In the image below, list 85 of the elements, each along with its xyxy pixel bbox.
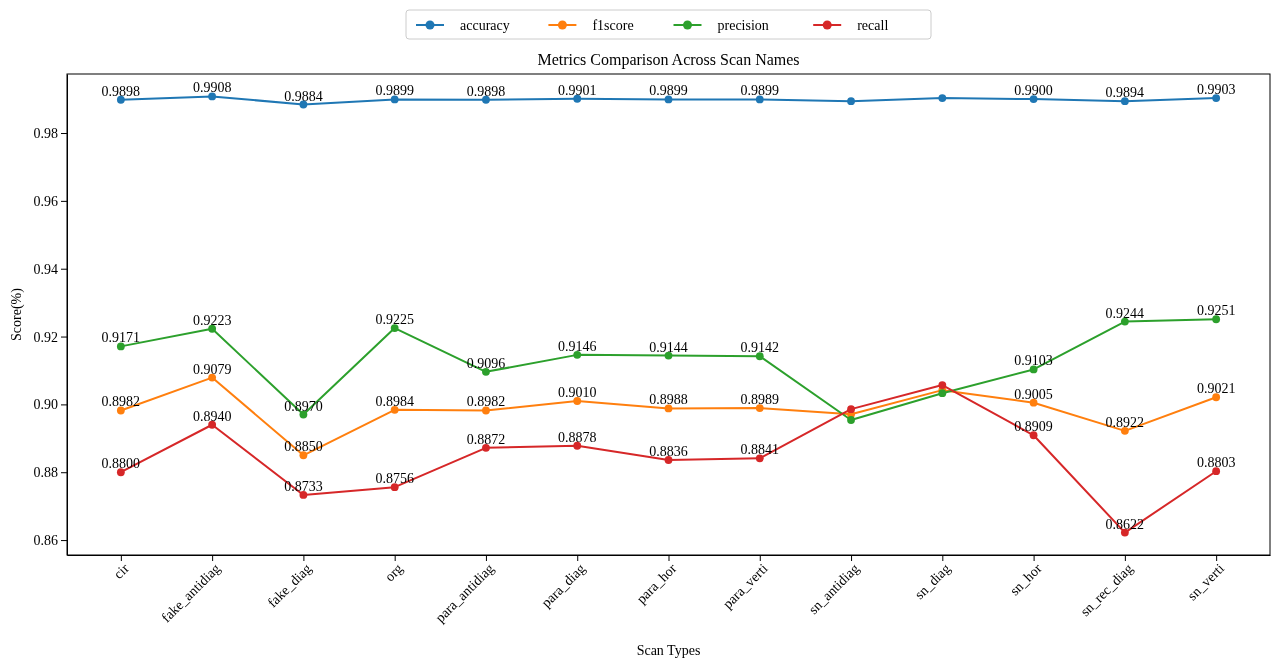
data-label: 0.9223 — [192, 312, 232, 328]
data-label: 0.8922 — [1105, 414, 1145, 430]
point — [116, 406, 125, 415]
point — [390, 483, 399, 492]
x-axis-title: Scan Types — [636, 643, 701, 658]
data-label: 0.8836 — [649, 444, 688, 460]
data-label: 0.8940 — [192, 408, 232, 424]
data-label: 0.8909 — [1014, 419, 1053, 435]
y-tick-label: 0.96 — [33, 193, 58, 209]
point — [755, 352, 764, 361]
point — [664, 404, 673, 413]
point — [116, 342, 125, 351]
point — [1029, 95, 1038, 103]
data-label: 0.9005 — [1014, 386, 1053, 402]
data-label: 0.9908 — [192, 80, 232, 96]
point — [755, 454, 764, 463]
point — [847, 97, 855, 106]
x-tick-label: cir — [110, 560, 133, 582]
data-label: 0.9079 — [192, 361, 232, 377]
point — [390, 95, 399, 104]
data-label: 0.8756 — [375, 471, 414, 487]
point — [755, 404, 764, 413]
point — [116, 468, 125, 477]
data-label: 0.9903 — [1196, 82, 1236, 98]
y-axis-title: Score(%) — [9, 287, 25, 341]
data-label: 0.9898 — [101, 83, 141, 99]
point — [1120, 97, 1129, 106]
chart-title: Metrics Comparison Across Scan Names — [537, 51, 800, 69]
data-label: 0.8800 — [101, 456, 141, 472]
y-tick-label: 0.90 — [33, 397, 58, 413]
y-tick-label: 0.88 — [33, 465, 58, 481]
point — [938, 94, 947, 102]
point — [1212, 315, 1221, 324]
legend-label: recall — [857, 18, 889, 33]
data-label: 0.9251 — [1196, 303, 1236, 319]
data-label: 0.9103 — [1014, 353, 1053, 369]
data-label: 0.9884 — [284, 88, 323, 104]
data-label: 0.8872 — [466, 431, 506, 447]
y-tick-label: 0.92 — [33, 329, 58, 345]
data-label: 0.8984 — [375, 393, 414, 409]
legend-label: accuracy — [460, 18, 510, 33]
data-label: 0.8878 — [557, 429, 597, 445]
data-label: 0.9899 — [649, 83, 688, 99]
data-label: 0.8989 — [740, 392, 780, 408]
point — [1212, 467, 1221, 476]
data-label: 0.9010 — [557, 385, 597, 400]
data-label: 0.9899 — [740, 83, 780, 99]
point — [1029, 431, 1038, 440]
data-label: 0.9142 — [740, 340, 780, 356]
x-tick-label: org — [382, 560, 406, 585]
point — [1029, 365, 1038, 374]
point — [847, 405, 855, 414]
data-label: 0.9894 — [1105, 85, 1145, 101]
legend-label: precision — [717, 18, 769, 33]
point — [664, 456, 673, 464]
y-tick-label: 0.94 — [33, 261, 58, 277]
data-label: 0.9898 — [466, 83, 506, 99]
data-label: 0.9144 — [649, 339, 688, 355]
point — [1212, 393, 1221, 402]
data-label: 0.9096 — [466, 355, 506, 371]
data-label: 0.9225 — [375, 312, 414, 328]
data-label: 0.9901 — [557, 82, 597, 98]
point — [482, 406, 490, 415]
point — [390, 324, 399, 332]
data-label: 0.9146 — [557, 338, 597, 354]
data-label: 0.9171 — [101, 330, 141, 346]
point — [938, 381, 947, 389]
y-tick-label: 0.86 — [33, 533, 58, 549]
data-label: 0.8982 — [101, 394, 141, 410]
point — [755, 95, 764, 104]
point — [573, 397, 582, 405]
point — [1212, 94, 1221, 102]
data-label: 0.9244 — [1105, 305, 1145, 321]
data-label: 0.9021 — [1196, 381, 1236, 397]
data-label: 0.8982 — [466, 394, 506, 410]
point — [208, 92, 217, 101]
point — [847, 416, 855, 424]
legend-label: f1score — [592, 18, 634, 33]
y-tick-label: 0.98 — [33, 126, 58, 141]
data-label: 0.8988 — [649, 392, 688, 408]
data-label: 0.9899 — [375, 83, 414, 99]
data-label: 0.8841 — [740, 442, 780, 458]
point — [664, 95, 673, 104]
data-label: 0.9900 — [1014, 83, 1053, 99]
data-label: 0.8803 — [1196, 455, 1236, 471]
